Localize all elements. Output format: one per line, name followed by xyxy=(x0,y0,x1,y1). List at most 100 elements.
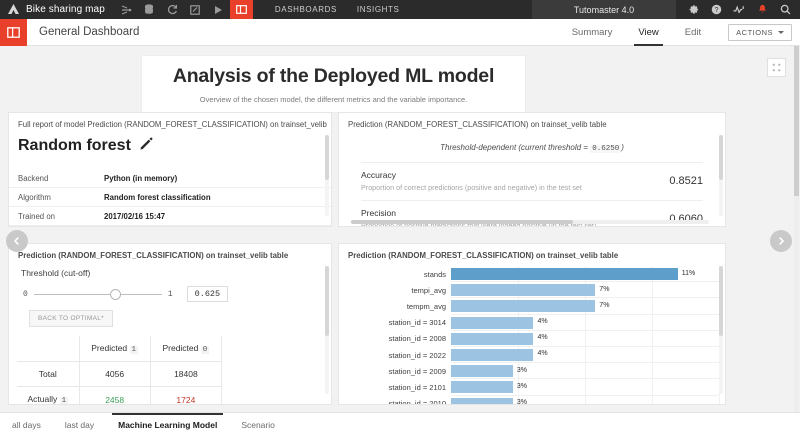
page-scrollbar[interactable] xyxy=(794,46,799,412)
chart-plot-cell: 3% xyxy=(451,395,720,404)
play-icon[interactable] xyxy=(207,0,230,19)
row-header-badge: 1 xyxy=(59,397,69,405)
chart-bar-value-label: 4% xyxy=(537,318,548,326)
chart-bar-value-label: 11% xyxy=(681,269,696,277)
tab-summary[interactable]: Summary xyxy=(571,26,613,38)
table-row: Actually 1 2458 1724 xyxy=(17,386,223,405)
column-header-badge: 1 xyxy=(129,346,139,354)
edit-pencil-icon[interactable] xyxy=(140,137,153,155)
topbar-link-dashboards[interactable]: DASHBOARDS xyxy=(274,5,337,14)
chart-plot-cell: 4% xyxy=(451,330,720,347)
chart-bar xyxy=(451,284,596,297)
chart-category-label: station_id = 2008 xyxy=(388,334,446,344)
bottom-tab-scenario[interactable]: Scenario xyxy=(241,419,275,430)
chart-bar-row: station_id = 2101 3% xyxy=(339,379,720,396)
threshold-slider-label: Threshold (cut-off) xyxy=(21,268,91,278)
threshold-value-input[interactable]: 0.625 xyxy=(186,286,229,302)
hero-subtitle: Overview of the chosen model, the differ… xyxy=(199,94,468,104)
activity-icon[interactable] xyxy=(729,0,750,19)
tab-view[interactable]: View xyxy=(625,19,671,46)
chart-plot-cell: 3% xyxy=(451,379,720,396)
metric-text-block: Accuracy Proportion of correct predictio… xyxy=(361,170,582,192)
property-key: Rows (train set) xyxy=(9,225,104,226)
gear-icon[interactable] xyxy=(683,0,704,19)
bell-icon[interactable] xyxy=(752,0,773,19)
bottom-tab-all-days[interactable]: all days xyxy=(12,419,41,430)
row-header-actually-1: Actually 1 xyxy=(17,386,80,405)
column-header-label: Predicted xyxy=(91,343,128,353)
model-properties-table: Backend Python (in memory) Algorithm Ran… xyxy=(9,169,331,226)
metrics-tile-vscrollbar[interactable] xyxy=(719,135,723,216)
dashboard-badge-icon[interactable] xyxy=(0,18,27,46)
chart-bar-value-label: 7% xyxy=(599,285,610,293)
search-icon[interactable] xyxy=(775,0,796,19)
slider-handle[interactable] xyxy=(109,288,121,300)
metrics-tile-hscrollbar[interactable] xyxy=(351,220,709,224)
chart-category-label: station_id = 2022 xyxy=(388,350,446,360)
chart-bar xyxy=(451,300,596,313)
bottom-tab-machine-learning-model[interactable]: Machine Learning Model xyxy=(106,412,229,436)
carousel-next-button[interactable] xyxy=(770,230,792,252)
chart-category-label: station_id = 3014 xyxy=(388,318,446,328)
chart-plot-cell: 4% xyxy=(451,314,720,331)
column-header-badge: 0 xyxy=(200,346,210,354)
row-header-label: Total xyxy=(38,369,57,379)
chart-bar-row: station_id = 2009 3% xyxy=(339,363,720,380)
chart-plot-cell: 11% xyxy=(451,266,720,283)
dashboard-icon[interactable] xyxy=(229,0,253,19)
tab-edit[interactable]: Edit xyxy=(684,26,702,38)
carousel-prev-button[interactable] xyxy=(6,230,28,252)
chart-bar xyxy=(451,381,513,394)
project-name[interactable]: Bike sharing map xyxy=(26,4,105,15)
help-icon[interactable]: ? xyxy=(706,0,727,19)
chart-gridline xyxy=(518,379,519,395)
report-tile-scrollbar[interactable] xyxy=(325,135,329,216)
threshold-tile: Prediction (RANDOM_FOREST_CLASSIFICATION… xyxy=(8,243,332,405)
table-row: Trained on 2017/02/16 15:47 xyxy=(9,206,331,226)
database-icon[interactable] xyxy=(138,0,161,19)
app-logo[interactable] xyxy=(0,0,26,19)
column-header-label: Predicted xyxy=(162,343,199,353)
chart-plot-cell: 4% xyxy=(451,346,720,364)
chart-gridline xyxy=(585,330,586,346)
chevron-down-icon xyxy=(778,30,784,34)
threshold-tile-header: Prediction (RANDOM_FOREST_CLASSIFICATION… xyxy=(18,251,289,260)
table-row: Backend Python (in memory) xyxy=(9,169,331,188)
actions-button[interactable]: ACTIONS xyxy=(728,23,792,41)
hero-banner: Analysis of the Deployed ML model Overvi… xyxy=(141,55,526,113)
matrix-cell: 4056 xyxy=(78,361,151,387)
instance-label: Tutomaster 4.0 xyxy=(573,4,635,15)
chart-gridline xyxy=(652,330,653,346)
variable-importance-scrollbar[interactable] xyxy=(719,266,723,394)
metric-text-block: Precision Proportion of positive predict… xyxy=(361,208,596,226)
chart-bar xyxy=(451,348,534,361)
matrix-cell: 2458 xyxy=(78,386,151,404)
chart-gridline xyxy=(652,363,653,379)
matrix-cell: 18408 xyxy=(149,361,223,387)
threshold-tile-scrollbar[interactable] xyxy=(325,266,329,394)
metric-description: Proportion of correct predictions (posit… xyxy=(361,183,582,192)
chart-gridline xyxy=(652,282,653,298)
property-value: Random forest classification xyxy=(104,187,331,207)
topbar-link-insights[interactable]: INSIGHTS xyxy=(356,5,400,14)
chart-bar xyxy=(451,397,513,404)
variable-importance-tile: Prediction (RANDOM_FOREST_CLASSIFICATION… xyxy=(338,243,726,405)
notebook-icon[interactable] xyxy=(184,0,207,19)
instance-label-container: Tutomaster 4.0 xyxy=(532,0,676,19)
bottom-tab-last-day[interactable]: last day xyxy=(64,419,95,430)
hero-title: Analysis of the Deployed ML model xyxy=(172,64,495,87)
chart-gridline xyxy=(652,298,653,314)
chart-bar-row: station_id = 2022 4% xyxy=(339,346,720,364)
confusion-matrix-table: Predicted 1 Predicted 0 Total xyxy=(17,336,223,405)
table-row: Total 4056 18408 xyxy=(17,361,223,387)
flow-icon[interactable] xyxy=(115,0,138,19)
back-to-optimal-button[interactable]: BACK TO OPTIMAL* xyxy=(29,310,113,327)
threshold-slider[interactable] xyxy=(33,288,162,300)
model-report-tile-header: Full report of model Prediction (RANDOM_… xyxy=(18,120,327,129)
chart-bar-row: tempi_avg 7% xyxy=(339,282,720,299)
header-tabs: Summary View Edit xyxy=(559,19,714,46)
chart-bar-value-label: 3% xyxy=(516,382,527,390)
chart-category-label: station_id = 2010 xyxy=(388,399,446,405)
sync-icon[interactable] xyxy=(161,0,184,19)
grid-layout-button[interactable] xyxy=(767,58,786,77)
